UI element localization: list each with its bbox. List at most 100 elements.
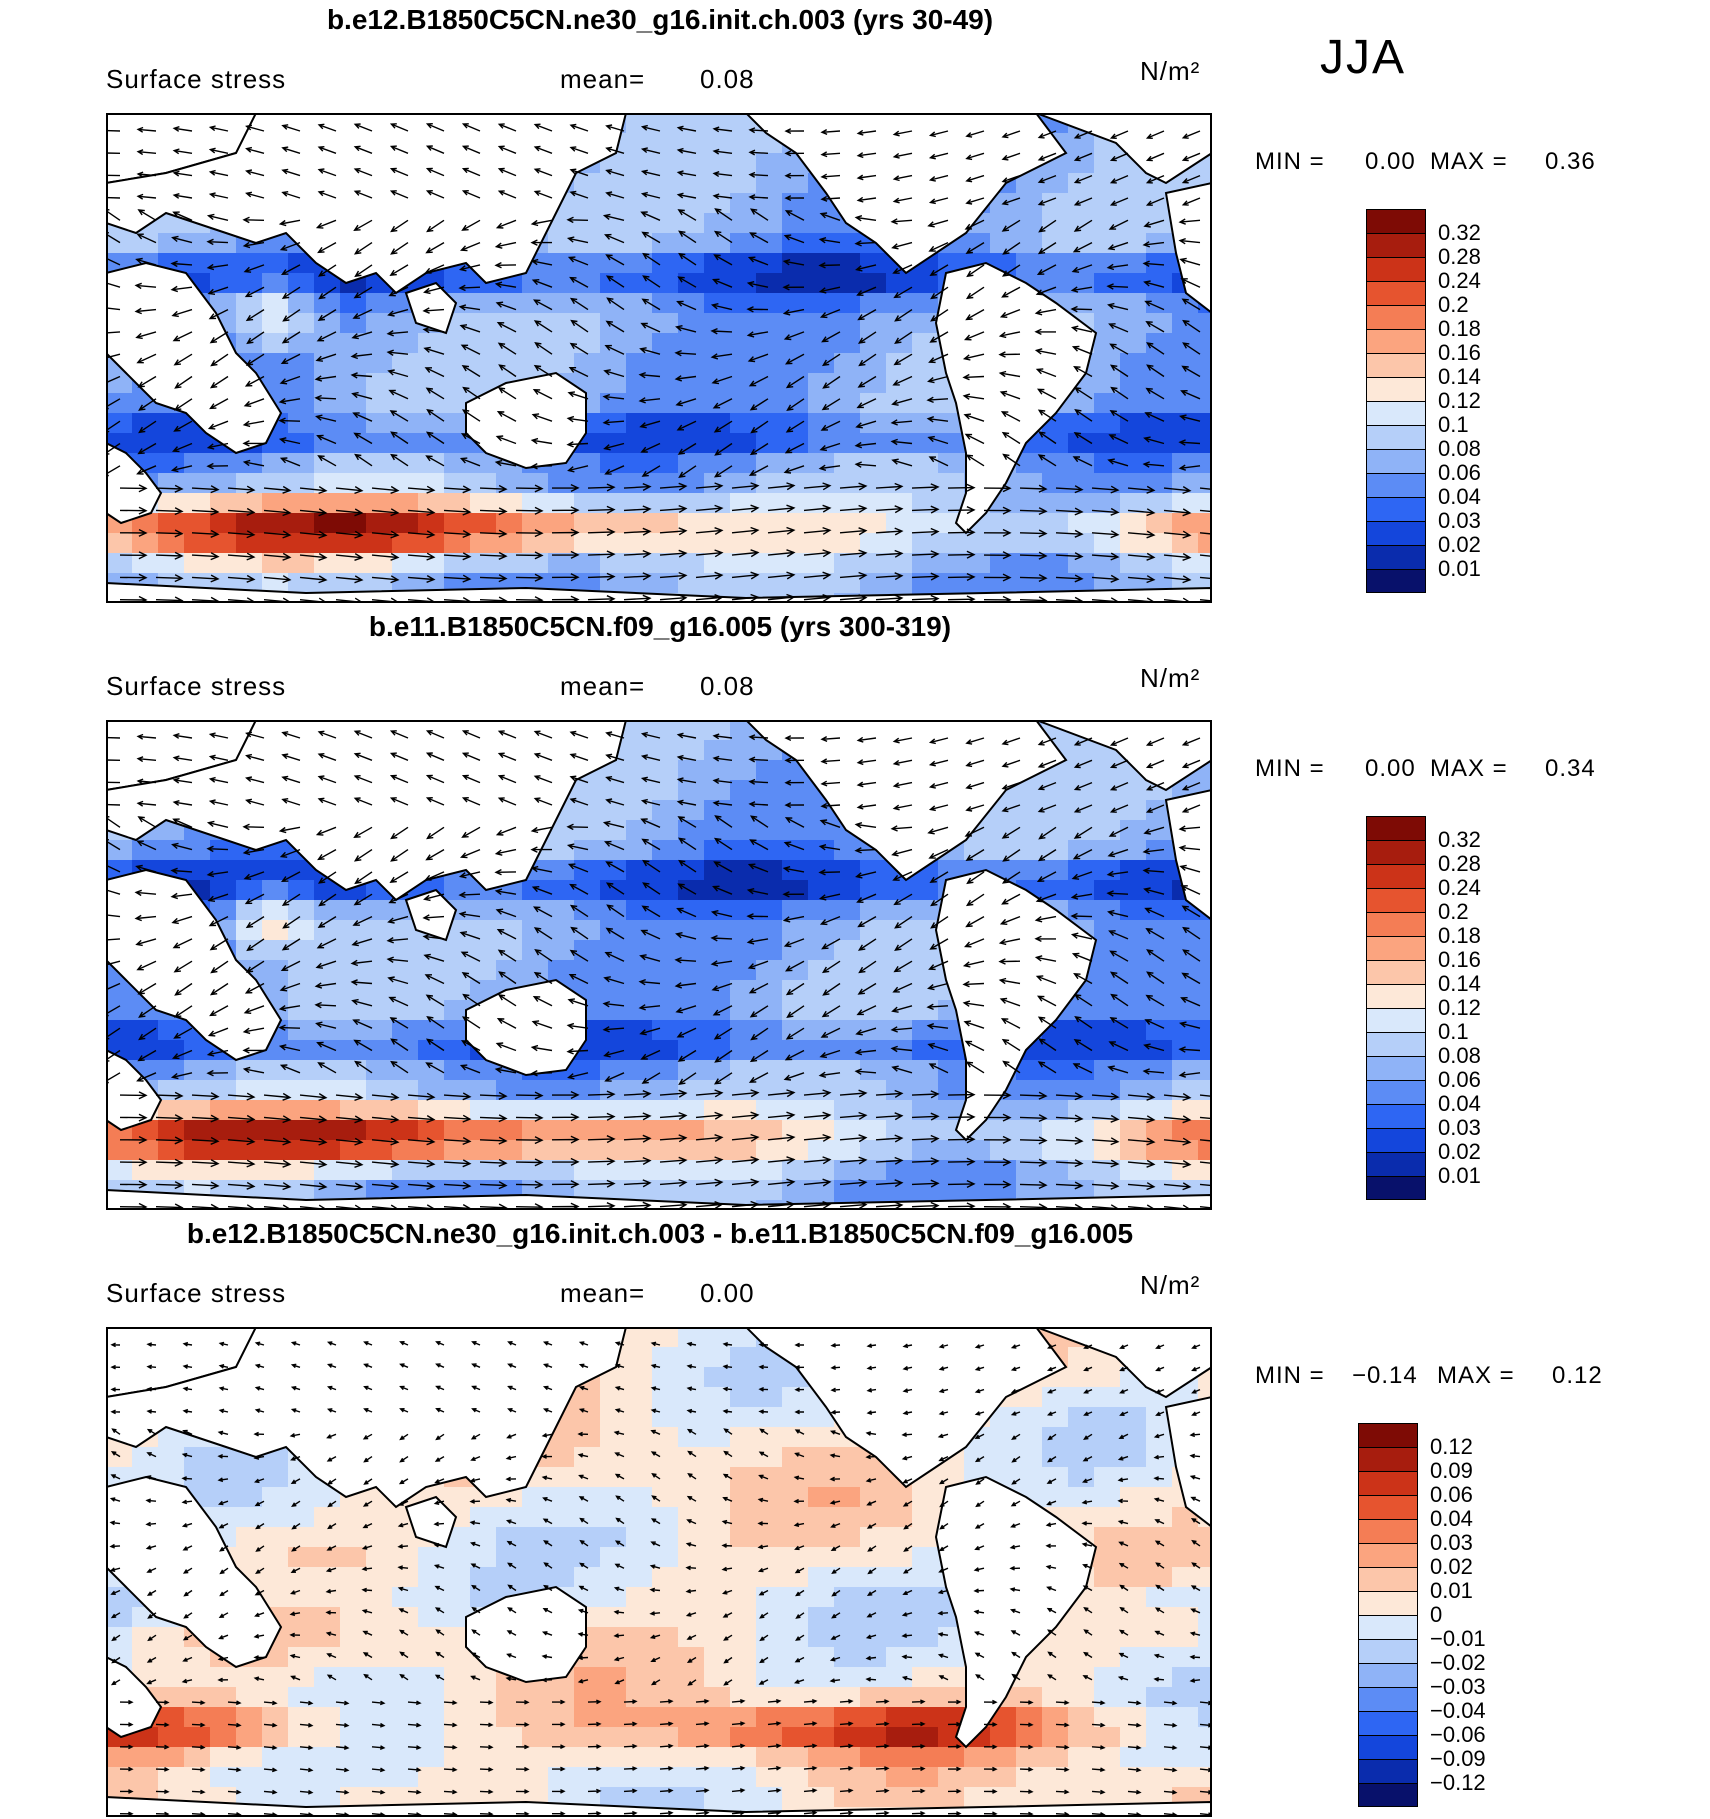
stress-arrow: [1070, 305, 1093, 313]
stress-arrow: [1178, 1071, 1201, 1078]
field-cell: [366, 1100, 393, 1121]
stress-arrow: [1143, 436, 1165, 445]
field-cell: [886, 1667, 913, 1688]
field-cell: [756, 193, 783, 214]
field-cell: [1068, 1707, 1095, 1728]
field-cell: [418, 513, 445, 534]
field-cell: [1146, 493, 1173, 514]
field-cell: [1198, 1587, 1212, 1608]
stress-arrow: [435, 1407, 445, 1413]
field-cell: [444, 1707, 471, 1728]
field-cell: [418, 433, 445, 454]
field-cell: [392, 920, 419, 941]
field-cell: [938, 1707, 965, 1728]
stress-arrow: [928, 1063, 949, 1074]
stress-arrow: [962, 393, 985, 400]
map-svg: [106, 1327, 1212, 1817]
stress-arrow: [674, 982, 697, 989]
stress-arrow: [1034, 935, 1057, 943]
stress-arrow: [639, 420, 661, 429]
field-cell: [1068, 1160, 1095, 1181]
field-cell: [626, 720, 653, 741]
stress-arrow: [106, 779, 121, 786]
field-cell: [912, 353, 939, 374]
stress-arrow: [602, 1026, 625, 1033]
stress-arrow: [389, 145, 409, 154]
stress-arrow: [1153, 1433, 1165, 1439]
field-cell: [1172, 1607, 1199, 1628]
stress-arrow: [749, 1049, 769, 1063]
field-cell: [574, 293, 601, 314]
stress-arrow: [1010, 1500, 1021, 1507]
field-cell: [808, 1020, 835, 1041]
field-cell: [1042, 880, 1069, 901]
field-cell: [808, 1547, 835, 1568]
field-cell: [1042, 1707, 1069, 1728]
field-cell: [652, 453, 679, 474]
field-cell: [860, 393, 887, 414]
field-cell: [1094, 1040, 1121, 1061]
stress-arrow: [650, 1429, 661, 1435]
stress-arrow: [532, 299, 553, 311]
stress-arrow: [640, 754, 661, 761]
stress-arrow: [748, 127, 769, 134]
stress-arrow: [686, 1428, 697, 1435]
field-cell: [470, 1727, 497, 1748]
field-cell: [106, 1020, 133, 1041]
field-cell: [1198, 1647, 1212, 1668]
stress-arrow: [1055, 485, 1084, 494]
stress-arrow: [1072, 456, 1093, 467]
field-cell: [444, 1727, 471, 1748]
stress-arrow: [191, 574, 220, 583]
field-cell: [782, 1060, 809, 1081]
field-cell: [392, 333, 419, 354]
field-cell: [1120, 533, 1147, 554]
field-cell: [1146, 533, 1173, 554]
field-cell: [1094, 413, 1121, 434]
field-cell: [834, 553, 861, 574]
field-cell: [210, 1727, 237, 1748]
stress-arrow: [892, 152, 913, 159]
field-cell: [782, 533, 809, 554]
field-cell: [756, 960, 783, 981]
stress-arrow: [353, 1039, 373, 1052]
stress-arrow: [469, 1520, 481, 1526]
stress-arrow: [947, 1157, 976, 1166]
stress-arrow: [892, 982, 913, 993]
stress-arrow: [218, 1386, 229, 1391]
stress-arrow: [803, 1089, 832, 1098]
stress-arrow: [317, 730, 337, 739]
field-cell: [1094, 1060, 1121, 1081]
stress-arrow: [335, 508, 364, 517]
stress-arrow: [317, 1062, 337, 1074]
field-cell: [1094, 1507, 1121, 1528]
field-cell: [704, 1607, 731, 1628]
stress-arrow: [927, 375, 949, 384]
field-cell: [288, 1767, 315, 1788]
stress-arrow: [551, 1090, 580, 1100]
stress-arrow: [784, 172, 805, 179]
field-cell: [444, 940, 471, 961]
field-cell: [262, 1527, 289, 1548]
field-cell: [1094, 513, 1121, 534]
stress-arrow: [388, 996, 409, 1007]
panel-2: b.e11.B1850C5CN.f09_g16.005 (yrs 300-319…: [0, 607, 1710, 1212]
stress-arrow: [1145, 197, 1165, 206]
colorbar-frame: [1366, 816, 1426, 1200]
field-cell: [1120, 980, 1147, 1001]
field-cell: [1120, 840, 1147, 861]
stress-arrow: [1035, 893, 1057, 903]
field-cell: [340, 1020, 367, 1041]
field-cell: [652, 1160, 679, 1181]
field-cell: [418, 960, 445, 981]
field-cell: [834, 433, 861, 454]
field-cell: [834, 393, 861, 414]
stress-arrow: [424, 367, 445, 378]
stress-arrow: [1037, 409, 1057, 422]
stress-arrow: [1037, 197, 1057, 206]
stress-arrow: [659, 1178, 688, 1187]
stress-arrow: [1091, 1114, 1120, 1123]
field-cell: [808, 1000, 835, 1021]
field-cell: [652, 133, 679, 154]
field-cell: [1094, 1367, 1121, 1388]
